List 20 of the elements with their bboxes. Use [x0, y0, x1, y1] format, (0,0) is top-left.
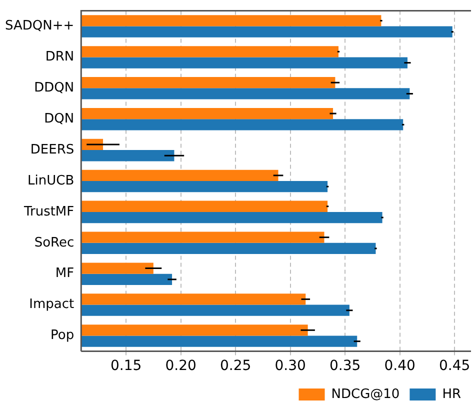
- y-tick-label: MF: [55, 266, 74, 282]
- y-tick-label: Pop: [50, 328, 74, 344]
- y-tick-label: TrustMF: [22, 204, 74, 220]
- y-tick-label: DRN: [45, 50, 74, 65]
- x-tick-label: 0.15: [110, 358, 142, 374]
- x-tick-label: 0.35: [329, 358, 361, 374]
- x-tick-label: 0.25: [220, 358, 252, 374]
- x-tick-label: 0.40: [384, 358, 416, 374]
- legend-label: HR: [442, 386, 462, 402]
- legend-label: NDCG@10: [331, 386, 400, 402]
- y-tick-label: LinUCB: [28, 173, 74, 188]
- x-tick-label: 0.20: [165, 358, 196, 374]
- y-tick-label: Impact: [29, 297, 74, 312]
- y-tick-label: DEERS: [30, 142, 74, 158]
- y-tick-label: SADQN++: [5, 18, 74, 34]
- x-tick-label: 0.30: [274, 358, 306, 374]
- y-tick-label: SoRec: [34, 235, 74, 250]
- y-tick-label: DQN: [44, 111, 74, 126]
- x-tick-label: 0.45: [438, 358, 470, 374]
- y-tick-label: DDQN: [34, 80, 74, 96]
